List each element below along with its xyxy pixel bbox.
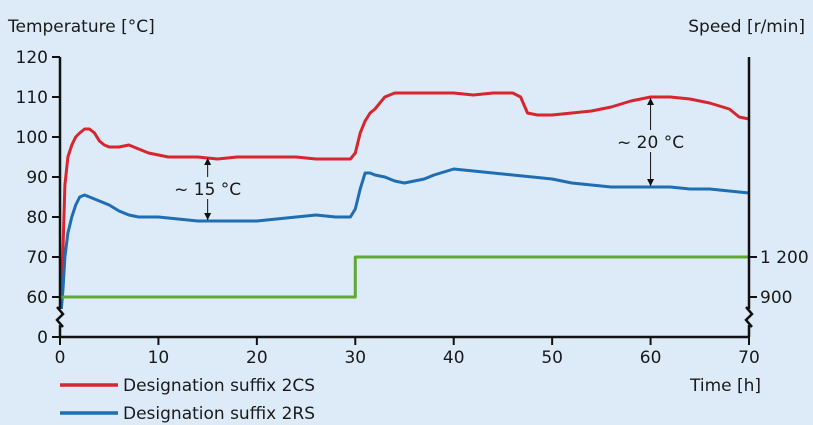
x-tick-label: 0 <box>55 348 66 368</box>
y-tick-label-left: 120 <box>16 48 48 68</box>
x-tick-label: 20 <box>246 348 268 368</box>
legend-label: Designation suffix 2RS <box>123 404 315 424</box>
annotation-arrowhead-up <box>204 158 212 165</box>
y-tick-label-right: 900 <box>760 288 792 308</box>
y-tick-label-left: 110 <box>16 88 48 108</box>
x-axis-label: Time [h] <box>689 376 761 396</box>
y-axis-label-left: Temperature [°C] <box>7 17 155 37</box>
y-tick-label-left: 0 <box>37 328 48 348</box>
y-axis-label-right: Speed [r/min] <box>688 17 805 37</box>
annotation-label: ~ 20 °C <box>617 133 684 153</box>
series-line-2 <box>60 255 749 299</box>
y-tick-label-left: 90 <box>26 168 48 188</box>
annotation-label: ~ 15 °C <box>174 180 241 200</box>
y-tick-label-left: 80 <box>26 208 48 228</box>
x-tick-label: 30 <box>344 348 366 368</box>
annotation-arrowhead-up <box>647 98 655 105</box>
annotation-arrowhead-down <box>647 179 655 186</box>
axis-break-0 <box>55 306 65 328</box>
x-tick-label: 70 <box>738 348 760 368</box>
y-tick-label-left: 60 <box>26 288 48 308</box>
y-tick-label-left: 70 <box>26 248 48 268</box>
y-tick-label-left: 100 <box>16 128 48 148</box>
x-tick-label: 60 <box>640 348 662 368</box>
series-line-0 <box>58 91 750 318</box>
series-line-1 <box>58 167 750 326</box>
y-tick-label-right: 1 200 <box>760 248 809 268</box>
annotation-arrowhead-down <box>204 213 212 220</box>
legend-label: Designation suffix 2CS <box>123 376 315 396</box>
x-tick-label: 40 <box>443 348 465 368</box>
axis-break-1 <box>744 306 754 328</box>
x-tick-label: 10 <box>148 348 170 368</box>
x-tick-label: 50 <box>541 348 563 368</box>
